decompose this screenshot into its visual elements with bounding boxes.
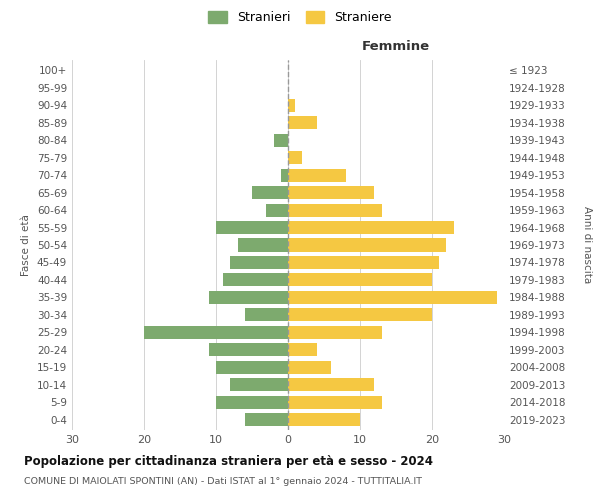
Bar: [209, 291, 288, 304]
Text: Popolazione per cittadinanza straniera per età e sesso - 2024: Popolazione per cittadinanza straniera p…: [24, 455, 433, 468]
Bar: [288, 413, 360, 426]
Bar: [288, 151, 302, 164]
Bar: [288, 326, 382, 339]
Legend: Stranieri, Straniere: Stranieri, Straniere: [208, 11, 392, 24]
Bar: [209, 343, 288, 356]
Bar: [216, 396, 288, 408]
Bar: [288, 274, 432, 286]
Bar: [288, 396, 382, 408]
Bar: [274, 134, 288, 147]
Bar: [216, 360, 288, 374]
Bar: [281, 168, 288, 181]
Bar: [144, 326, 288, 339]
Bar: [288, 343, 317, 356]
Bar: [288, 221, 454, 234]
Bar: [288, 238, 446, 252]
Text: Femmine: Femmine: [362, 40, 430, 52]
Bar: [245, 308, 288, 322]
Bar: [266, 204, 288, 216]
Bar: [230, 256, 288, 269]
Bar: [288, 256, 439, 269]
Bar: [288, 116, 317, 130]
Bar: [238, 238, 288, 252]
Y-axis label: Anni di nascita: Anni di nascita: [582, 206, 592, 284]
Bar: [288, 99, 295, 112]
Y-axis label: Fasce di età: Fasce di età: [22, 214, 31, 276]
Bar: [230, 378, 288, 391]
Bar: [288, 168, 346, 181]
Bar: [288, 378, 374, 391]
Bar: [288, 186, 374, 199]
Bar: [216, 221, 288, 234]
Bar: [288, 360, 331, 374]
Bar: [288, 308, 432, 322]
Bar: [252, 186, 288, 199]
Text: COMUNE DI MAIOLATI SPONTINI (AN) - Dati ISTAT al 1° gennaio 2024 - TUTTITALIA.IT: COMUNE DI MAIOLATI SPONTINI (AN) - Dati …: [24, 478, 422, 486]
Bar: [288, 291, 497, 304]
Bar: [223, 274, 288, 286]
Bar: [245, 413, 288, 426]
Bar: [288, 204, 382, 216]
